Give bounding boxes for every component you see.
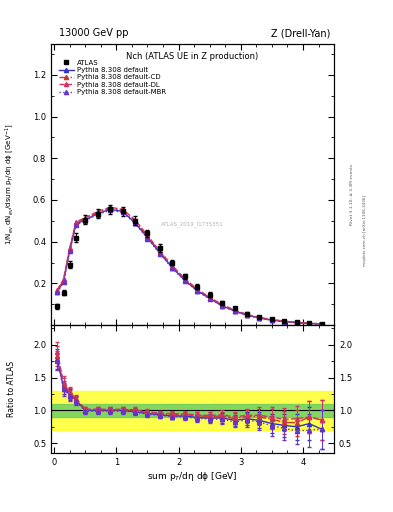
Text: ATLAS_2019_I1735351: ATLAS_2019_I1735351	[161, 221, 224, 227]
Y-axis label: Ratio to ATLAS: Ratio to ATLAS	[7, 361, 16, 417]
X-axis label: sum p$_T$/dη dϕ [GeV]: sum p$_T$/dη dϕ [GeV]	[147, 470, 238, 483]
Y-axis label: 1/N$_{ev}$ dN$_{ev}$/dsum p$_T$/dη dϕ [GeV$^{-1}$]: 1/N$_{ev}$ dN$_{ev}$/dsum p$_T$/dη dϕ [G…	[3, 123, 16, 245]
Text: Z (Drell-Yan): Z (Drell-Yan)	[271, 28, 330, 38]
Text: 13000 GeV pp: 13000 GeV pp	[59, 28, 129, 38]
Text: Rivet 3.1.10, ≥ 3.3M events: Rivet 3.1.10, ≥ 3.3M events	[350, 164, 354, 225]
Text: Nch (ATLAS UE in Z production): Nch (ATLAS UE in Z production)	[127, 52, 259, 61]
Text: mcplots.cern.ch [arXiv:1306.3436]: mcplots.cern.ch [arXiv:1306.3436]	[364, 195, 367, 266]
Legend: ATLAS, Pythia 8.308 default, Pythia 8.308 default-CD, Pythia 8.308 default-DL, P: ATLAS, Pythia 8.308 default, Pythia 8.30…	[57, 58, 167, 97]
